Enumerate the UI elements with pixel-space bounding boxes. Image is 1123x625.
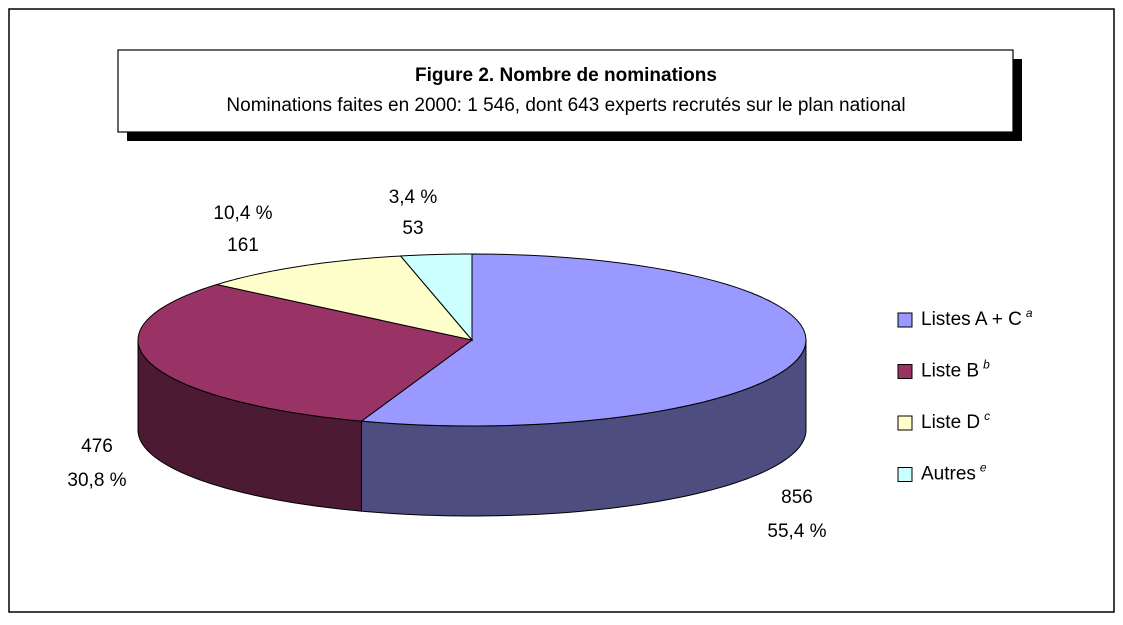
legend-swatch: [897, 467, 913, 482]
legend-entry: Liste D c: [921, 409, 990, 433]
title-box: [117, 49, 1014, 133]
legend-entry: Listes A + C a: [921, 306, 1033, 330]
slice: [399, 253, 473, 342]
percentage-label: 10,4 %: [213, 203, 272, 224]
percentage-label: 30,8 %: [67, 470, 126, 491]
legend-swatch: [897, 364, 913, 379]
legend-footnote: b: [983, 358, 990, 372]
legend-label: Liste B: [921, 361, 979, 382]
legend-entry: Autres e: [921, 461, 987, 485]
data-label: 856: [781, 487, 813, 508]
legend-footnote: a: [1026, 306, 1033, 320]
legend-label: Liste D: [921, 412, 980, 433]
chart-subtitle: Nominations faites en 2000: 1 546, dont …: [226, 95, 905, 116]
legend-label: Listes A + C: [921, 309, 1022, 330]
slice: [137, 284, 474, 422]
legend-label: Autres: [921, 464, 976, 485]
legend-footnote: c: [984, 409, 990, 423]
data-label: 53: [402, 218, 423, 239]
legend-footnote: e: [980, 461, 987, 475]
data-label: 476: [81, 436, 113, 457]
data-label: 161: [227, 235, 259, 256]
chart-title: Figure 2. Nombre de nominations: [415, 65, 717, 86]
percentage-label: 55,4 %: [767, 521, 826, 542]
legend-swatch: [897, 312, 913, 328]
slice: [360, 253, 807, 427]
percentage-label: 3,4 %: [389, 187, 438, 208]
slice: [214, 255, 474, 341]
legend-swatch: [897, 415, 913, 431]
legend-entry: Liste B b: [921, 358, 990, 382]
